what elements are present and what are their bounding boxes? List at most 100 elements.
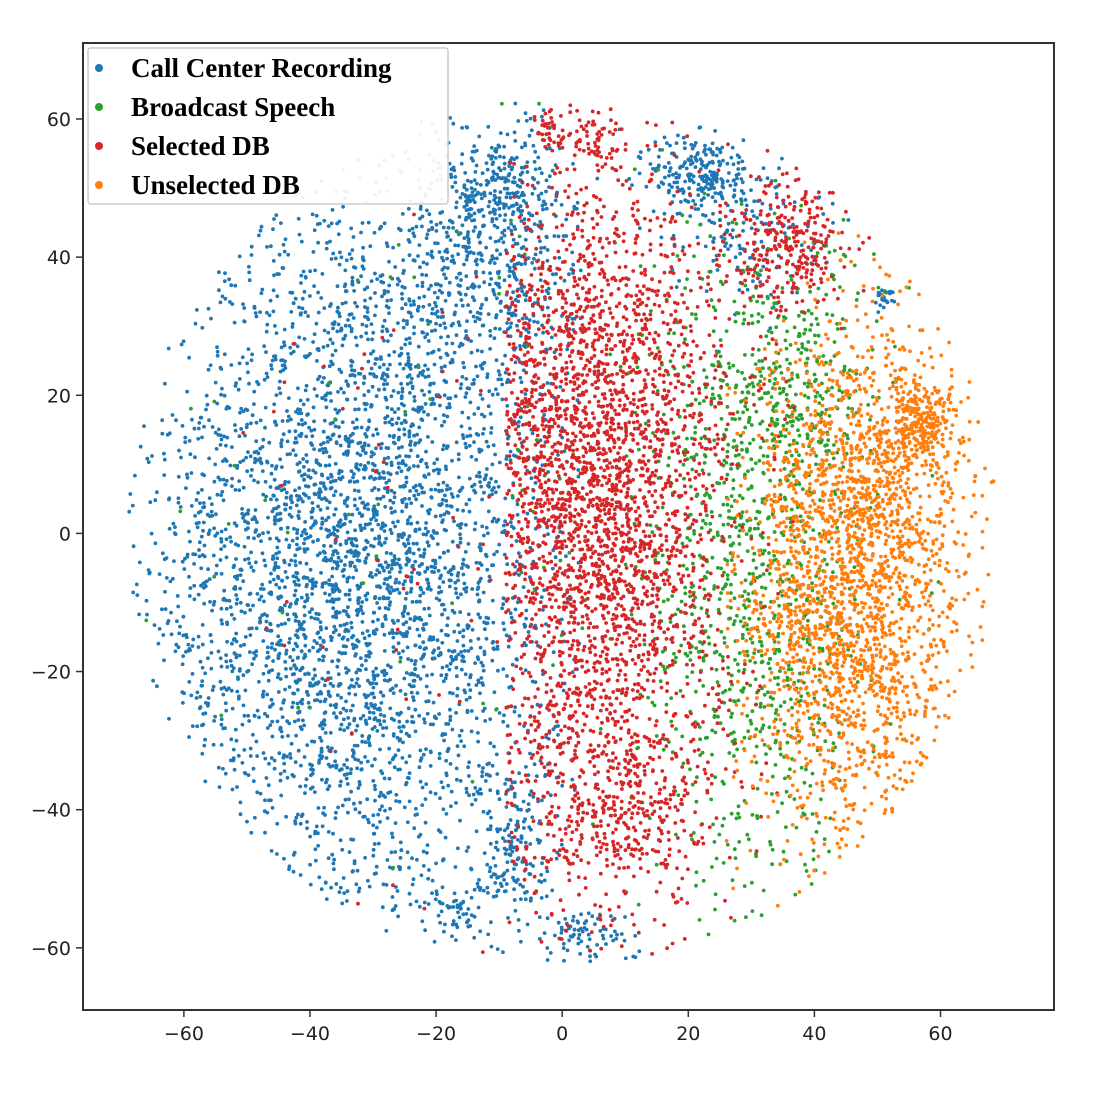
scatter-point: [476, 190, 480, 195]
scatter-point: [360, 620, 365, 624]
scatter-point: [200, 683, 205, 688]
scatter-point: [403, 579, 407, 584]
scatter-point: [336, 597, 341, 601]
scatter-point: [420, 388, 424, 393]
scatter-point: [458, 532, 462, 537]
scatter-point: [412, 258, 417, 263]
scatter-point: [279, 622, 284, 627]
scatter-point: [525, 160, 530, 165]
scatter-point: [394, 631, 399, 636]
scatter-point: [319, 442, 323, 447]
scatter-point: [225, 435, 230, 440]
scatter-point: [297, 460, 302, 465]
scatter-point: [234, 593, 239, 597]
scatter-point: [360, 264, 365, 269]
scatter-point: [544, 234, 549, 239]
scatter-point: [495, 392, 500, 397]
scatter-point: [238, 644, 243, 648]
scatter-point: [475, 374, 480, 379]
scatter-point: [350, 703, 355, 708]
scatter-point: [293, 719, 297, 724]
scatter-point: [407, 297, 412, 301]
scatter-point: [404, 504, 409, 509]
scatter-point: [521, 199, 526, 203]
scatter-point: [334, 628, 338, 632]
scatter-point: [336, 555, 341, 560]
scatter-point: [321, 481, 326, 486]
scatter-point: [282, 249, 287, 254]
scatter-point: [388, 790, 393, 794]
scatter-point: [413, 729, 418, 734]
scatter-point: [324, 527, 329, 532]
scatter-point: [502, 186, 507, 191]
scatter-point: [491, 288, 496, 292]
scatter-point: [523, 237, 528, 242]
scatter-point: [332, 493, 336, 498]
scatter-point: [531, 496, 536, 500]
scatter-point: [276, 640, 281, 645]
scatter-point: [309, 428, 314, 433]
scatter-point: [167, 431, 172, 436]
scatter-point: [482, 427, 486, 431]
scatter-point: [270, 358, 275, 363]
scatter-point: [668, 143, 672, 148]
scatter-point: [187, 735, 192, 739]
scatter-point: [253, 815, 257, 820]
scatter-point: [399, 710, 403, 715]
scatter-point: [404, 760, 409, 765]
scatter-point: [380, 329, 385, 334]
scatter-point: [371, 669, 376, 674]
scatter-point: [488, 865, 493, 870]
scatter-point: [273, 419, 277, 424]
scatter-point: [331, 251, 336, 256]
scatter-point: [436, 568, 441, 573]
scatter-point: [181, 614, 186, 619]
scatter-point: [193, 455, 197, 460]
scatter-point: [427, 690, 432, 695]
scatter-point: [504, 805, 509, 809]
scatter-point: [406, 355, 411, 360]
scatter-point: [345, 579, 350, 584]
scatter-point: [434, 596, 439, 601]
scatter-point: [194, 696, 199, 700]
scatter-point: [561, 946, 566, 950]
scatter-point: [329, 885, 333, 890]
scatter-point: [388, 575, 392, 580]
scatter-point: [674, 285, 679, 289]
scatter-point: [272, 273, 276, 278]
scatter-point: [296, 386, 300, 391]
scatter-point: [522, 292, 527, 297]
scatter-point: [477, 763, 481, 768]
scatter-point: [230, 787, 235, 792]
scatter-point: [265, 645, 270, 650]
scatter-point: [372, 511, 376, 516]
scatter-point: [472, 412, 477, 416]
scatter-point: [212, 719, 217, 723]
scatter-point: [346, 318, 350, 322]
scatter-point: [267, 669, 272, 673]
scatter-point: [404, 551, 409, 556]
scatter-point: [441, 447, 445, 452]
scatter-point: [432, 714, 437, 719]
scatter-point: [309, 767, 313, 772]
scatter-point: [465, 564, 469, 568]
scatter-point: [318, 481, 323, 485]
scatter-point: [397, 563, 402, 568]
scatter-point: [323, 496, 327, 501]
scatter-point: [424, 236, 429, 241]
scatter-point: [417, 296, 422, 300]
scatter-point: [271, 493, 276, 498]
scatter-point: [353, 807, 358, 812]
scatter-point: [510, 269, 515, 274]
scatter-point: [388, 362, 392, 367]
scatter-point: [393, 753, 398, 758]
scatter-point: [354, 462, 359, 467]
scatter-point: [241, 485, 246, 490]
scatter-point: [379, 790, 383, 795]
scatter-point: [391, 732, 396, 736]
scatter-point: [221, 459, 225, 463]
scatter-point: [373, 291, 377, 295]
scatter-point: [312, 284, 316, 288]
scatter-point: [409, 448, 413, 453]
scatter-point: [539, 595, 544, 599]
